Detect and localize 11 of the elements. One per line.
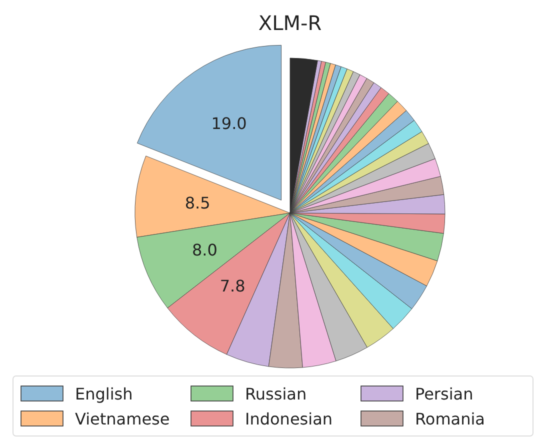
legend-label: Russian — [245, 384, 307, 404]
data-label: 8.0 — [192, 240, 218, 260]
chart-title: XLM-R — [258, 11, 322, 35]
legend-label: Romania — [415, 410, 485, 428]
legend-label: Persian — [415, 384, 474, 404]
data-label: 19.0 — [211, 114, 247, 133]
legend-label: Indonesian — [245, 410, 333, 428]
data-label: 8.5 — [184, 193, 210, 212]
data-label: 7.8 — [220, 276, 246, 296]
legend-label: Vietnamese — [75, 410, 170, 428]
legend-label: English — [75, 384, 133, 404]
